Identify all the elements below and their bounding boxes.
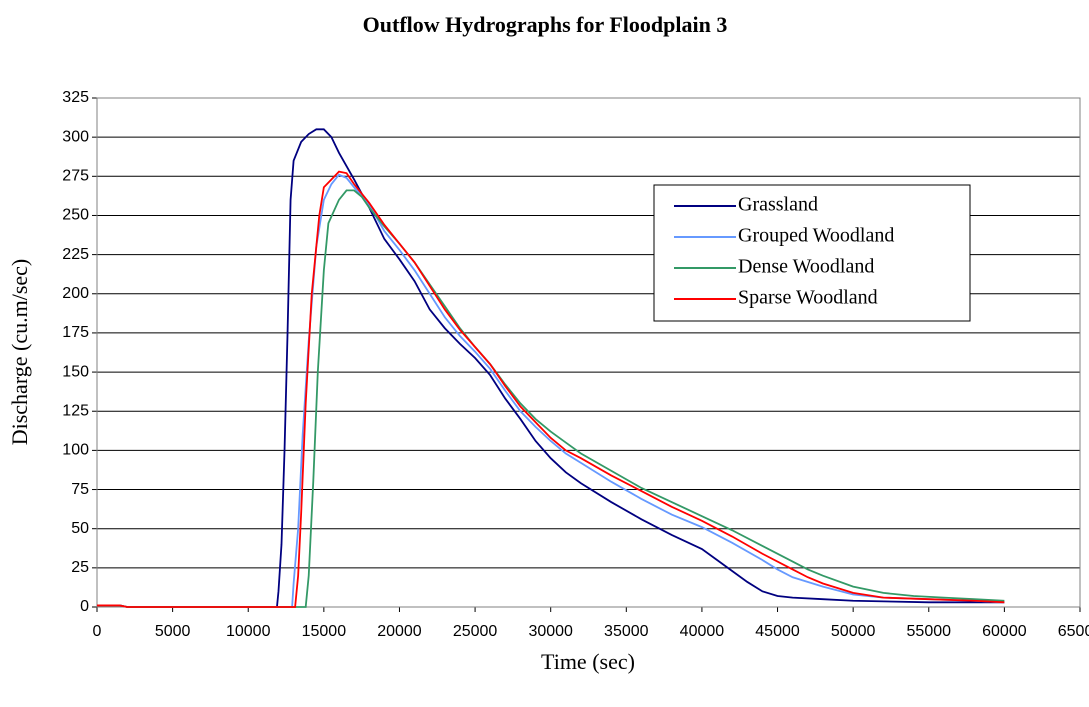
y-tick-label: 300 [62, 128, 89, 145]
y-tick-label: 100 [62, 442, 89, 459]
x-tick-label: 55000 [907, 623, 952, 640]
x-tick-label: 30000 [528, 623, 573, 640]
y-tick-label: 200 [62, 285, 89, 302]
series-line [97, 128, 1005, 608]
y-tick-label: 175 [62, 324, 89, 341]
y-tick-label: 250 [62, 207, 89, 224]
legend-label: Sparse Woodland [738, 287, 878, 309]
series-line [97, 170, 1005, 608]
y-tick-label: 50 [71, 520, 89, 537]
x-tick-label: 60000 [982, 623, 1027, 640]
x-tick-label: 0 [93, 623, 102, 640]
y-tick-label: 125 [62, 402, 89, 419]
x-tick-label: 35000 [604, 623, 649, 640]
y-tick-label: 275 [62, 168, 89, 185]
x-tick-label: 15000 [302, 623, 347, 640]
y-tick-label: 325 [62, 89, 89, 106]
x-tick-label: 65000 [1058, 623, 1089, 640]
chart-title: Outflow Hydrographs for Floodplain 3 [363, 12, 728, 37]
y-tick-label: 0 [80, 598, 89, 615]
x-axis-label: Time (sec) [541, 649, 635, 674]
legend-label: Grassland [738, 194, 818, 216]
x-tick-label: 20000 [377, 623, 422, 640]
y-tick-label: 75 [71, 481, 89, 498]
x-tick-label: 10000 [226, 623, 271, 640]
legend-label: Grouped Woodland [738, 225, 894, 247]
legend-label: Dense Woodland [738, 256, 874, 278]
x-tick-label: 5000 [155, 623, 191, 640]
y-tick-label: 150 [62, 363, 89, 380]
plot-border [96, 97, 1081, 608]
x-tick-label: 40000 [680, 623, 725, 640]
y-axis-label: Discharge (cu.m/sec) [7, 259, 32, 446]
y-tick-label: 225 [62, 246, 89, 263]
x-tick-label: 25000 [453, 623, 498, 640]
x-tick-label: 45000 [755, 623, 800, 640]
y-tick-label: 25 [71, 559, 89, 576]
x-tick-label: 50000 [831, 623, 876, 640]
